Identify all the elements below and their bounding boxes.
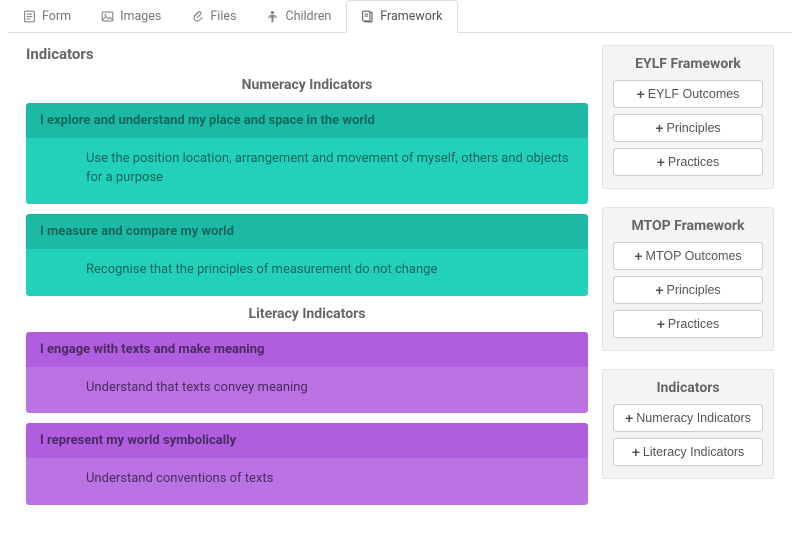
tab-label: Form [42,9,71,24]
indicator-card-body: Use the position location, arrangement a… [26,138,588,204]
section-title-numeracy: Numeracy Indicators [26,77,588,93]
tab-label: Framework [380,9,442,24]
indicator-card-body: Understand conventions of texts [26,458,588,505]
plus-icon: + [655,283,663,297]
tab-framework[interactable]: Framework [346,0,457,33]
indicator-card: I measure and compare my world Recognise… [26,214,588,296]
indicator-card: I explore and understand my place and sp… [26,103,588,204]
indicator-card-body: Understand that texts convey meaning [26,367,588,414]
tab-bar: Form Images Files Children Framework [8,0,792,33]
indicator-card-head: I measure and compare my world [26,214,588,249]
button-label: Practices [668,155,719,169]
panel-indicators: Indicators +Numeracy Indicators +Literac… [602,369,774,479]
button-label: Practices [668,317,719,331]
panel-title: EYLF Framework [613,56,763,72]
plus-icon: + [634,249,642,263]
panel-mtop: MTOP Framework + MTOP Outcomes + Principle… [602,207,774,351]
tab-form[interactable]: Form [8,0,86,33]
tab-children[interactable]: Children [251,0,346,33]
add-practices-button[interactable]: +Practices [613,310,763,338]
sidebar: EYLF Framework +EYLF Outcomes +Principle… [602,45,774,515]
button-label: MTOP Outcomes [646,249,742,263]
plus-icon: + [632,445,640,459]
framework-icon [361,10,374,23]
button-label: Principles [667,121,721,135]
tab-label: Images [120,9,161,24]
indicator-card: I engage with texts and make meaning Und… [26,332,588,414]
plus-icon: + [657,317,665,331]
add-numeracy-indicators-button[interactable]: +Numeracy Indicators [613,404,763,432]
button-label: Literacy Indicators [643,445,744,459]
page-title: Indicators [26,45,588,63]
panel-title: Indicators [613,380,763,396]
tab-files[interactable]: Files [176,0,251,33]
section-title-literacy: Literacy Indicators [26,306,588,322]
tab-label: Files [210,9,236,24]
panel-title: MTOP Framework [613,218,763,234]
plus-icon: + [637,87,645,101]
plus-icon: + [625,411,633,425]
files-icon [191,10,204,23]
tab-label: Children [285,9,331,24]
tab-images[interactable]: Images [86,0,176,33]
add-literacy-indicators-button[interactable]: +Literacy Indicators [613,438,763,466]
indicator-card-head: I explore and understand my place and sp… [26,103,588,138]
form-icon [23,10,36,23]
add-eylf-outcomes-button[interactable]: +EYLF Outcomes [613,80,763,108]
plus-icon: + [655,121,663,135]
add-mtop-outcomes-button[interactable]: + MTOP Outcomes [613,242,763,270]
button-label: Principles [667,283,721,297]
main-content: Indicators Numeracy Indicators I explore… [26,45,588,515]
indicator-card-body: Recognise that the principles of measure… [26,249,588,296]
plus-icon: + [657,155,665,169]
add-principles-button[interactable]: + Principles [613,114,763,142]
indicator-card-head: I represent my world symbolically [26,423,588,458]
panel-eylf: EYLF Framework +EYLF Outcomes +Principle… [602,45,774,189]
indicator-card-head: I engage with texts and make meaning [26,332,588,367]
button-label: EYLF Outcomes [648,87,740,101]
children-icon [266,10,279,23]
add-principles-button[interactable]: + Principles [613,276,763,304]
button-label: Numeracy Indicators [636,411,751,425]
add-practices-button[interactable]: +Practices [613,148,763,176]
images-icon [101,10,114,23]
indicator-card: I represent my world symbolically Unders… [26,423,588,505]
